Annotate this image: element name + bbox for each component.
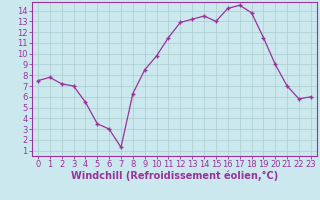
X-axis label: Windchill (Refroidissement éolien,°C): Windchill (Refroidissement éolien,°C) (71, 171, 278, 181)
